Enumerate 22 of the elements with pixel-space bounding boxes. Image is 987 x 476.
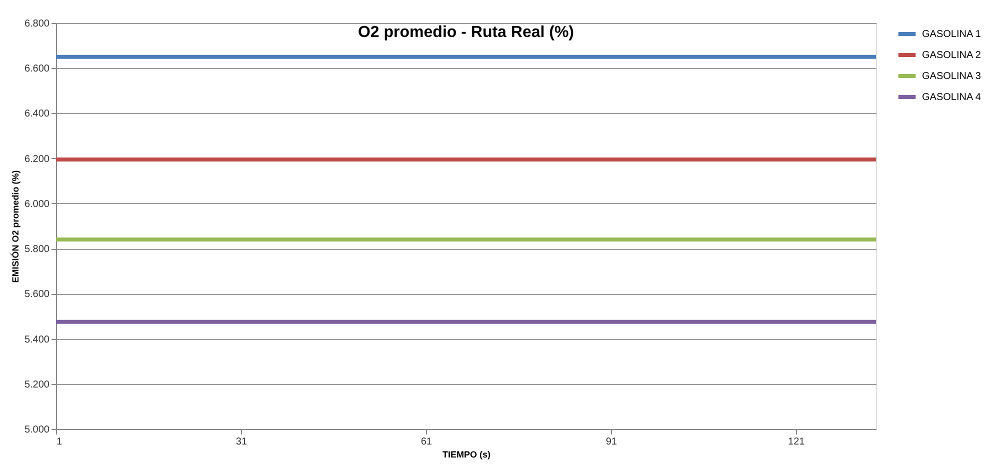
y-tick-label: 6.800 — [24, 18, 50, 30]
chart-title: O2 promedio - Ruta Real (%) — [358, 24, 574, 41]
y-tick-label: 6.600 — [24, 64, 50, 75]
x-tick-label: 1 — [56, 436, 62, 448]
y-tick-label: 5.600 — [24, 289, 50, 300]
y-tick-label: 5.400 — [24, 334, 50, 346]
x-tick-label: 121 — [788, 436, 806, 448]
y-tick-label: 6.000 — [24, 198, 50, 210]
legend-label: GASOLINA 3 — [922, 71, 982, 82]
y-tick-label: 6.200 — [24, 154, 50, 165]
y-axis-title: EMISIÓN O2 promedio (%) — [10, 170, 20, 283]
x-tick-label: 91 — [606, 436, 618, 448]
legend-label: GASOLINA 1 — [922, 29, 982, 40]
y-tick-label: 5.000 — [24, 424, 50, 436]
x-axis-title: TIEMPO (s) — [442, 450, 491, 460]
y-tick-label: 6.400 — [24, 108, 50, 120]
y-tick-label: 5.800 — [24, 244, 50, 256]
x-tick-label: 31 — [236, 436, 248, 448]
y-tick-label: 5.200 — [24, 379, 50, 390]
legend-label: GASOLINA 4 — [922, 92, 982, 103]
x-tick-label: 61 — [420, 436, 432, 448]
legend-label: GASOLINA 2 — [922, 50, 982, 61]
